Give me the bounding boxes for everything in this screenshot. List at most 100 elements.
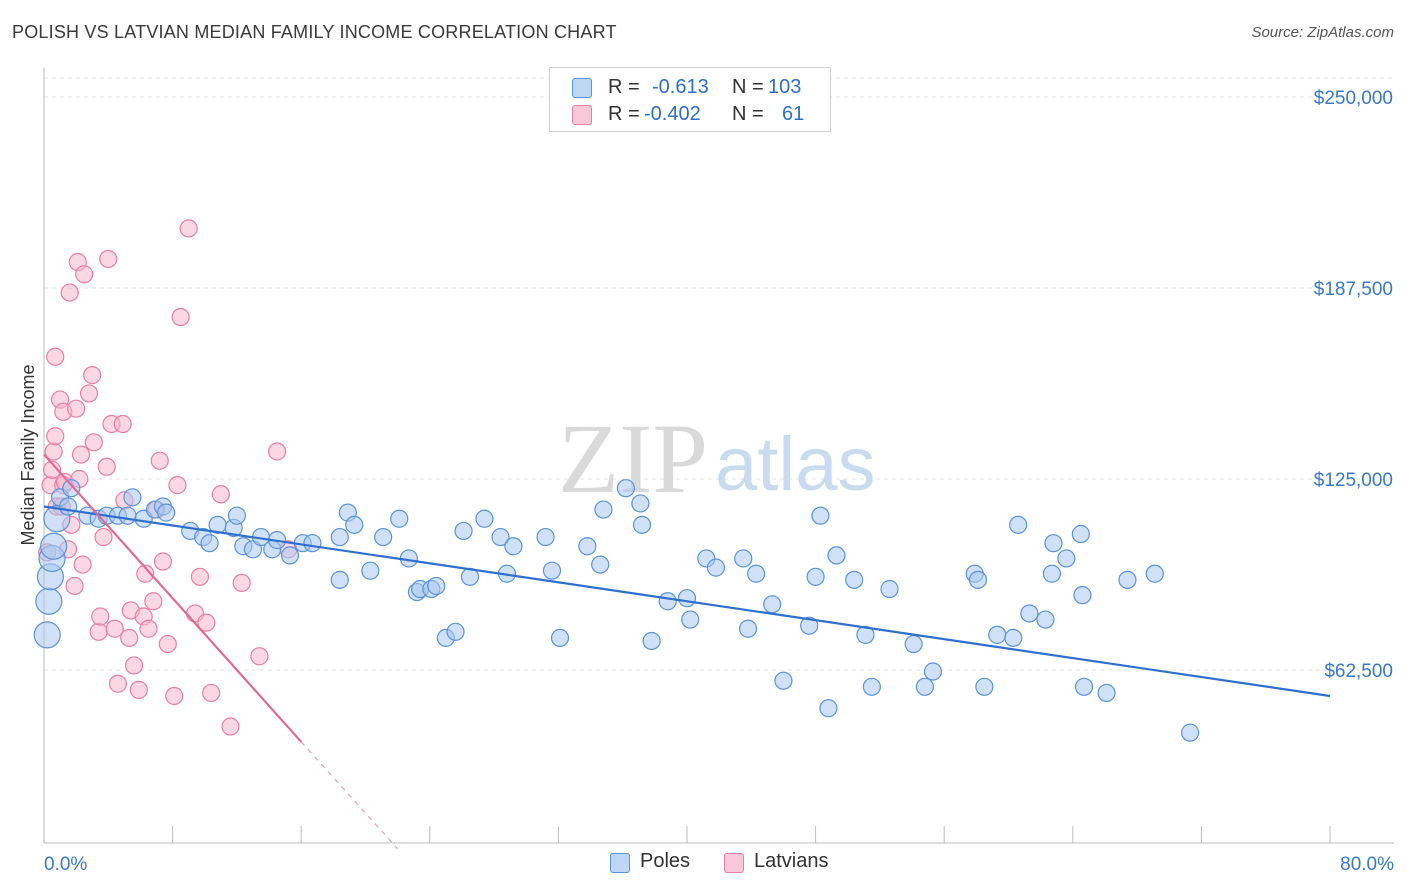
poles-point <box>827 546 846 565</box>
watermark-zip: ZIP <box>558 403 708 514</box>
legend-r-label: R = <box>608 103 640 125</box>
poles-point <box>631 494 650 513</box>
poles-point <box>330 570 349 589</box>
poles-point <box>361 561 380 580</box>
latvians-point <box>179 219 198 238</box>
trend-lines <box>43 453 1331 850</box>
poles-point <box>811 506 830 525</box>
x-tick-label: 80.0% <box>1340 854 1394 875</box>
poles-point <box>59 497 78 516</box>
latvians-point <box>79 384 99 403</box>
latvians-point <box>139 619 158 638</box>
latvians-point <box>42 460 62 479</box>
poles-point <box>542 561 562 580</box>
poles-point <box>40 532 68 560</box>
legend-r-value: -0.613 <box>652 76 709 98</box>
poles-point <box>763 595 782 614</box>
poles-point <box>1097 683 1116 703</box>
latvians-point <box>84 433 103 452</box>
poles-point <box>578 537 597 556</box>
latvians-point <box>67 399 86 418</box>
y-tick-label: $62,500 <box>1324 661 1393 682</box>
latvians-point <box>46 427 65 446</box>
poles-point <box>550 628 570 648</box>
poles-point <box>475 509 494 528</box>
poles-point <box>1074 677 1094 696</box>
x-tick-label: 0.0% <box>44 854 87 875</box>
poles-point <box>1071 524 1090 544</box>
poles-point <box>1118 570 1137 589</box>
poles-point <box>845 570 864 589</box>
latvians-point <box>211 485 230 504</box>
latvians-point <box>202 683 221 703</box>
latvians-point <box>120 628 139 648</box>
poles-point <box>491 527 510 547</box>
poles-point <box>374 527 393 547</box>
latvians-trend-line <box>43 453 303 743</box>
poles-point <box>774 671 793 690</box>
poles-point <box>1036 610 1055 629</box>
latvians-trend-extension <box>300 741 399 850</box>
latvians-point <box>197 613 216 632</box>
poles-point <box>1042 564 1062 583</box>
poles-point <box>1181 723 1200 742</box>
latvians-point <box>124 656 144 675</box>
watermark-atlas: atlas <box>715 422 876 507</box>
poles-point <box>345 515 364 534</box>
poles-point <box>819 699 838 718</box>
poles-point <box>658 592 677 611</box>
poles-point <box>975 677 994 696</box>
poles-point <box>747 564 766 583</box>
poles-point <box>454 521 473 541</box>
poles-point <box>33 621 61 649</box>
latvians-points <box>38 219 298 736</box>
latvians-point <box>232 573 251 593</box>
y-tick-label: $187,500 <box>1314 279 1393 300</box>
poles-point <box>1044 534 1063 553</box>
latvians-point <box>267 442 287 461</box>
poles-point <box>594 500 613 519</box>
legend-swatch-poles <box>572 78 592 98</box>
latvians-point <box>144 592 163 611</box>
latvians-point <box>250 647 269 666</box>
latvians-point <box>89 622 108 641</box>
poles-point <box>123 488 142 507</box>
latvians-point <box>150 451 169 470</box>
legend-r-value: -0.402 <box>644 103 701 125</box>
poles-point <box>915 677 935 696</box>
poles-point <box>330 527 349 547</box>
latvians-point <box>65 576 84 596</box>
poles-point <box>923 662 943 681</box>
latvians-point <box>153 552 173 571</box>
poles-point <box>1020 604 1039 623</box>
latvians-point <box>97 457 116 476</box>
poles-point <box>862 677 881 696</box>
poles-point <box>1009 515 1028 534</box>
latvians-point <box>60 283 79 302</box>
legend-n-label: N = <box>732 76 764 98</box>
poles-point <box>280 546 300 565</box>
latvians-point <box>46 347 65 366</box>
poles-point <box>35 587 63 615</box>
series-label-poles: Poles <box>640 850 691 872</box>
series-swatch-poles <box>610 853 630 873</box>
latvians-point <box>73 555 92 574</box>
poles-point <box>616 479 636 498</box>
latvians-point <box>168 476 187 495</box>
poles-point <box>734 549 753 568</box>
latvians-point <box>113 414 132 434</box>
latvians-point <box>136 564 155 583</box>
series-legend: Poles Latvians <box>0 850 1406 880</box>
poles-point <box>504 537 523 556</box>
poles-point <box>968 570 988 589</box>
latvians-point <box>171 307 190 327</box>
poles-point <box>1057 549 1076 568</box>
axes <box>43 68 1394 844</box>
poles-point <box>427 576 446 596</box>
legend-n-label: N = <box>732 103 764 125</box>
series-swatch-latvians <box>724 853 744 873</box>
poles-point <box>1073 586 1092 605</box>
poles-point <box>988 625 1007 644</box>
series-label-latvians: Latvians <box>754 850 829 872</box>
latvians-point <box>165 686 184 706</box>
